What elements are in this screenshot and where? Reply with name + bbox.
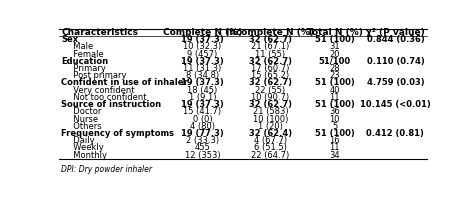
Text: Weekly: Weekly [68,143,104,152]
Text: 20: 20 [329,50,340,59]
Text: 8 (34.8): 8 (34.8) [186,71,219,80]
Text: 32 (62.7): 32 (62.7) [249,100,292,109]
Text: 12 (353): 12 (353) [185,150,220,160]
Text: 22 (64.7): 22 (64.7) [251,150,290,160]
Text: 11 (55): 11 (55) [255,50,285,59]
Text: 455: 455 [195,143,210,152]
Text: 28: 28 [329,64,340,73]
Text: Confident in use of inhaler: Confident in use of inhaler [61,79,188,87]
Text: 51/100: 51/100 [319,57,351,66]
Text: DPI: Dry powder inhaler: DPI: Dry powder inhaler [61,165,152,174]
Text: 1 (9.1): 1 (9.1) [189,93,216,102]
Text: 1 (20): 1 (20) [258,122,283,131]
Text: 34: 34 [329,150,340,160]
Text: 10 (100): 10 (100) [253,115,288,124]
Text: 6 (51.5): 6 (51.5) [254,143,287,152]
Text: Primary: Primary [68,64,106,73]
Text: 36: 36 [329,107,340,116]
Text: Total N (%): Total N (%) [307,28,363,37]
Text: 19 (37.3): 19 (37.3) [181,57,224,66]
Text: 40: 40 [329,86,340,95]
Text: Post primary: Post primary [68,71,127,80]
Text: 18 (45): 18 (45) [187,86,218,95]
Text: 31: 31 [329,42,340,52]
Text: Incomplete N (%): Incomplete N (%) [227,28,314,37]
Text: 16: 16 [329,136,340,145]
Text: χ² (P value): χ² (P value) [366,28,425,37]
Text: Characteristics: Characteristics [61,28,138,37]
Text: Doctor: Doctor [68,107,102,116]
Text: 15 (41.7): 15 (41.7) [183,107,221,116]
Text: 22 (55): 22 (55) [255,86,285,95]
Text: Daily: Daily [68,136,95,145]
Text: Nurse: Nurse [68,115,99,124]
Text: 11: 11 [329,143,340,152]
Text: 2 (33.3): 2 (33.3) [186,136,219,145]
Text: Frequency of symptoms: Frequency of symptoms [61,129,174,138]
Text: 32 (62.4): 32 (62.4) [249,129,292,138]
Text: 11: 11 [329,93,340,102]
Text: 51 (100): 51 (100) [315,79,355,87]
Text: 4 (80): 4 (80) [190,122,215,131]
Text: 21 (67.1): 21 (67.1) [251,42,290,52]
Text: 0.110 (0.74): 0.110 (0.74) [366,57,424,66]
Text: 51 (100): 51 (100) [315,100,355,109]
Text: 5: 5 [332,122,337,131]
Text: 32 (62.7): 32 (62.7) [249,35,292,44]
Text: Complete N (%): Complete N (%) [163,28,242,37]
Text: 19 (37.3): 19 (37.3) [181,79,224,87]
Text: Education: Education [61,57,108,66]
Text: 21 (583): 21 (583) [253,107,288,116]
Text: 23: 23 [329,71,340,80]
Text: 10 (90.7): 10 (90.7) [251,93,290,102]
Text: 19 (77.3): 19 (77.3) [181,129,224,138]
Text: Female: Female [68,50,104,59]
Text: Male: Male [68,42,94,52]
Text: 4.759 (0.03): 4.759 (0.03) [366,79,424,87]
Text: 4 (67.7): 4 (67.7) [254,136,287,145]
Text: 0.844 (0.36): 0.844 (0.36) [366,35,424,44]
Text: 0 (0): 0 (0) [193,115,212,124]
Text: 51 (100): 51 (100) [315,129,355,138]
Text: Sex: Sex [61,35,78,44]
Text: Source of instruction: Source of instruction [61,100,161,109]
Text: 32 (62.7): 32 (62.7) [249,79,292,87]
Text: Not too confident: Not too confident [68,93,147,102]
Text: 17 (60.7): 17 (60.7) [251,64,290,73]
Text: 11 (31.3): 11 (31.3) [183,64,222,73]
Text: 10.145 (<0.01): 10.145 (<0.01) [360,100,431,109]
Text: 0.412 (0.81): 0.412 (0.81) [366,129,424,138]
Text: 19 (37.3): 19 (37.3) [181,100,224,109]
Text: 15 (65.2): 15 (65.2) [251,71,290,80]
Text: Others: Others [68,122,102,131]
Text: 10: 10 [329,115,340,124]
Text: 32 (62.7): 32 (62.7) [249,57,292,66]
Text: 51 (100): 51 (100) [315,35,355,44]
Text: Monthly: Monthly [68,150,108,160]
Text: 19 (37.3): 19 (37.3) [181,35,224,44]
Text: 9 (457): 9 (457) [187,50,218,59]
Text: Very confident: Very confident [68,86,135,95]
Text: 10 (32.3): 10 (32.3) [183,42,222,52]
